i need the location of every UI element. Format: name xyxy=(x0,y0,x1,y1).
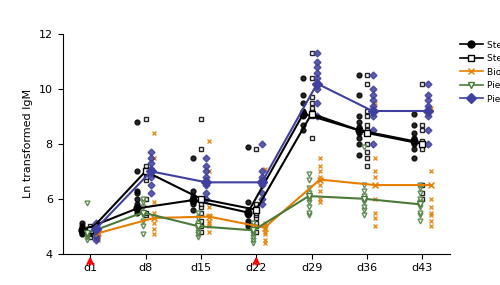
Line: Biosyn VACMUNE® Subunit: Biosyn VACMUNE® Subunit xyxy=(95,176,434,237)
Stellar KLH subunit xyxy=(198,197,204,201)
Biosyn VACMUNE® Subunit xyxy=(428,183,434,187)
Pierce Imject® Subunit xyxy=(195,225,201,228)
Pierce Imject® HMW xyxy=(314,82,320,85)
Stellar KLH HMW xyxy=(411,139,417,143)
Biosyn VACMUNE® Subunit xyxy=(262,226,268,229)
Stellar KLH subunit xyxy=(253,208,259,211)
Biosyn VACMUNE® Subunit xyxy=(206,215,212,218)
Pierce Imject® HMW xyxy=(370,109,376,113)
Line: Stellar KLH subunit: Stellar KLH subunit xyxy=(86,110,426,234)
Stellar KLH HMW xyxy=(190,198,196,202)
Pierce Imject® HMW xyxy=(425,109,431,113)
Pierce Imject® HMW xyxy=(92,227,98,231)
Legend: Stellar KLH HMW, Stellar KLH subunit, Biosyn VACMUNE® Subunit, Pierce Imject® Su: Stellar KLH HMW, Stellar KLH subunit, Bi… xyxy=(458,39,500,105)
Pierce Imject® Subunit xyxy=(306,194,312,198)
Biosyn VACMUNE® Subunit xyxy=(96,231,102,235)
Pierce Imject® Subunit xyxy=(250,229,256,232)
Stellar KLH subunit xyxy=(420,142,426,146)
Pierce Imject® HMW xyxy=(259,181,265,184)
Pierce Imject® HMW xyxy=(204,181,210,184)
Stellar KLH subunit xyxy=(142,170,148,173)
Biosyn VACMUNE® Subunit xyxy=(317,178,323,181)
Stellar KLH subunit xyxy=(87,229,93,232)
Pierce Imject® Subunit xyxy=(416,203,422,206)
Y-axis label: Ln transformed IgM: Ln transformed IgM xyxy=(23,89,33,198)
Stellar KLH subunit xyxy=(308,112,314,115)
Stellar KLH HMW xyxy=(356,129,362,132)
Pierce Imject® Subunit xyxy=(140,211,146,214)
Stellar KLH HMW xyxy=(245,211,251,214)
Line: Pierce Imject® HMW: Pierce Imject® HMW xyxy=(92,80,432,233)
Stellar KLH HMW xyxy=(300,112,306,115)
Biosyn VACMUNE® Subunit xyxy=(372,183,378,187)
Line: Pierce Imject® Subunit: Pierce Imject® Subunit xyxy=(84,193,423,237)
Stellar KLH subunit xyxy=(364,131,370,135)
Line: Stellar KLH HMW: Stellar KLH HMW xyxy=(78,110,417,234)
Stellar KLH HMW xyxy=(134,207,140,210)
Stellar KLH HMW xyxy=(79,229,85,232)
Biosyn VACMUNE® Subunit xyxy=(151,216,157,220)
Pierce Imject® Subunit xyxy=(361,197,367,201)
Pierce Imject® HMW xyxy=(148,170,154,173)
Pierce Imject® Subunit xyxy=(84,231,90,235)
